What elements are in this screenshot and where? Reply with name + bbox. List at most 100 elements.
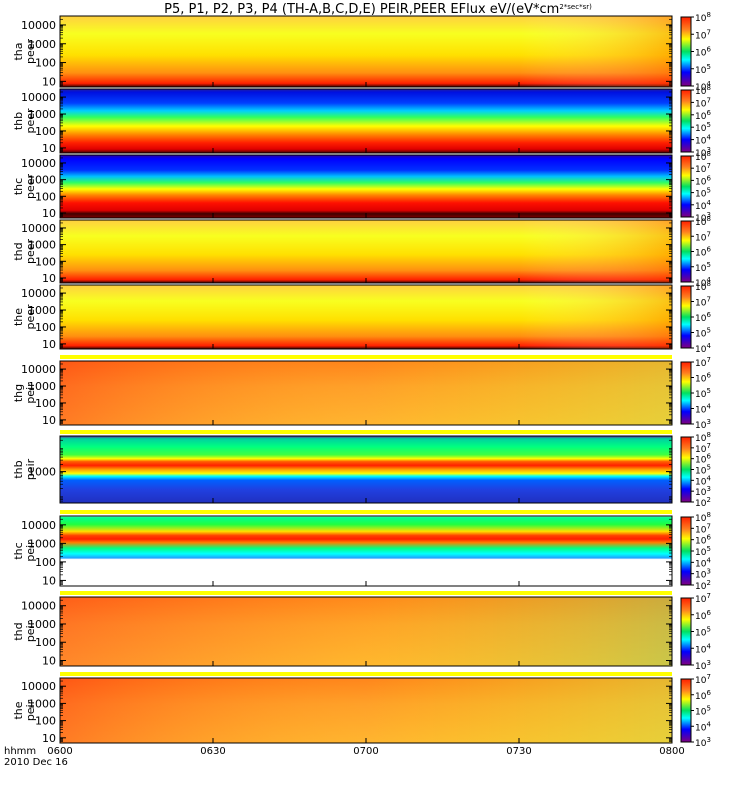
top-band [60,672,672,676]
panel-type-label: peir [24,699,37,721]
colorbar-tick-label: 105 [695,261,711,274]
colorbar-tick-label: 105 [695,63,711,76]
spectrogram-thc-peer [60,155,672,218]
colorbar [680,678,692,743]
panel-the-peer: 10000 1000 100 10 the peer 108 107 106 105 104 [12,280,711,355]
colorbar-tick-label: 107 [695,230,711,243]
x-tick-label: 0800 [659,746,684,757]
colorbar-tick-label: 104 [695,403,711,416]
panel-probe-label: thc [12,178,25,195]
y-tick-label: 10000 [21,519,56,532]
colorbar-tick-label: 103 [695,568,711,581]
y-tick-label: 100 [35,715,56,728]
colorbar-tick-label: 106 [695,246,711,259]
colorbar-tick-label: 102 [695,496,711,509]
y-tick-label: 10 [42,272,56,285]
panel-the-peir: 10000 1000 100 10 the peir 107 106 105 104 103 [12,672,711,749]
y-tick-label: 1000 [28,108,56,121]
panel-thd-peer: 10000 1000 100 10 thd peer 108 107 106 105 104 [12,215,711,289]
colorbar-tick-label: 106 [695,109,711,122]
y-tick-label: 1000 [28,618,56,631]
colorbar-tick-label: 107 [695,673,711,686]
y-tick-label: 1000 [28,239,56,252]
spectrogram-shading [60,16,672,87]
y-tick-label: 10000 [21,600,56,613]
colorbar-tick-label: 105 [695,545,711,558]
panel-probe-label: the [12,701,25,719]
y-tick-label: 1000 [28,537,56,550]
colorbar-tick-label: 106 [695,46,711,59]
colorbar-tick-label: 106 [695,689,711,702]
y-tick-label: 100 [35,57,56,70]
colorbar [680,436,692,503]
panel-probe-label: thg [12,384,25,402]
spectrogram-shading [60,361,672,425]
y-tick-label: 100 [35,125,56,138]
panel-probe-label: thb [12,112,25,130]
spectrogram-thc-peir [60,516,672,586]
y-tick-label: 10 [42,142,56,155]
top-band [60,510,672,514]
colorbar [680,16,692,87]
panel-thg-peir: 10000 1000 100 10 thg peir 107 106 105 104 103 [12,355,711,431]
colorbar-tick-label: 105 [695,705,711,718]
colorbar-tick-label: 106 [695,453,711,466]
colorbar-tick-label: 106 [695,534,711,547]
panel-type-label: peir [24,458,37,480]
colorbar-tick-label: 107 [695,162,711,175]
panel-thc-peir: 10000 1000 100 10 thc peir 1081071061051041031… [12,510,711,592]
panel-type-label: peer [24,39,37,65]
y-tick-label: 10 [42,574,56,587]
panel-type-label: peir [24,620,37,642]
colorbar-tick-label: 103 [695,418,711,431]
spectrogram-thb-peer [60,89,672,153]
colorbar-tick-label: 104 [695,80,711,93]
panel-type-label: peer [24,108,37,134]
colorbar [680,516,692,586]
top-band [60,430,672,434]
y-tick-label: 10000 [21,363,56,376]
colorbar-tick-label: 103 [695,659,711,672]
top-band [60,355,672,359]
colorbar-tick-label: 108 [695,431,711,444]
y-tick-label: 10000 [21,287,56,300]
colorbar-tick-label: 104 [695,642,711,655]
colorbar-tick-label: 108 [695,84,711,97]
colorbar-tick-label: 103 [695,736,711,749]
y-tick-label: 10 [42,207,56,220]
panel-probe-label: thb [12,460,25,478]
panel-type-label: peir [24,382,37,404]
colorbar-tick-label: 103 [695,211,711,224]
panel-probe-label: tha [12,42,25,60]
y-tick-label: 10000 [21,19,56,32]
colorbar-tick-label: 108 [695,280,711,293]
colorbar-tick-label: 104 [695,134,711,147]
y-tick-label: 10 [42,655,56,668]
colorbar-tick-label: 104 [695,556,711,569]
colorbar [680,285,692,349]
colorbar-tick-label: 106 [695,311,711,324]
spectrogram-thb-peir [60,436,672,503]
colorbar-tick-label: 107 [695,96,711,109]
date-label: 2010 Dec 16 [4,757,68,768]
spectrogram-shading [60,678,672,743]
colorbar-tick-label: 103 [695,146,711,159]
colorbar-tick-label: 105 [695,464,711,477]
y-tick-label: 10 [42,75,56,88]
y-tick-label: 10 [42,732,56,745]
colorbar [680,597,692,666]
top-band [60,591,672,595]
panel-thd-peir: 10000 1000 100 10 thd peir 107 106 105 104 103 [12,591,711,672]
panel-tha-peer: 10000 1000 100 10 tha peer 108 107 106 105 104 [12,11,711,93]
panel-type-label: peir [24,540,37,562]
panel-type-label: peer [24,239,37,265]
panel-probe-label: thc [12,542,25,559]
colorbar-tick-label: 107 [695,442,711,455]
x-tick-label: 0700 [353,746,378,757]
x-tick-label: 0600 [47,746,72,757]
panel-probe-label: thd [12,622,25,640]
y-tick-label: 1000 [28,174,56,187]
colorbar-tick-label: 104 [695,199,711,212]
y-tick-label: 10000 [21,680,56,693]
